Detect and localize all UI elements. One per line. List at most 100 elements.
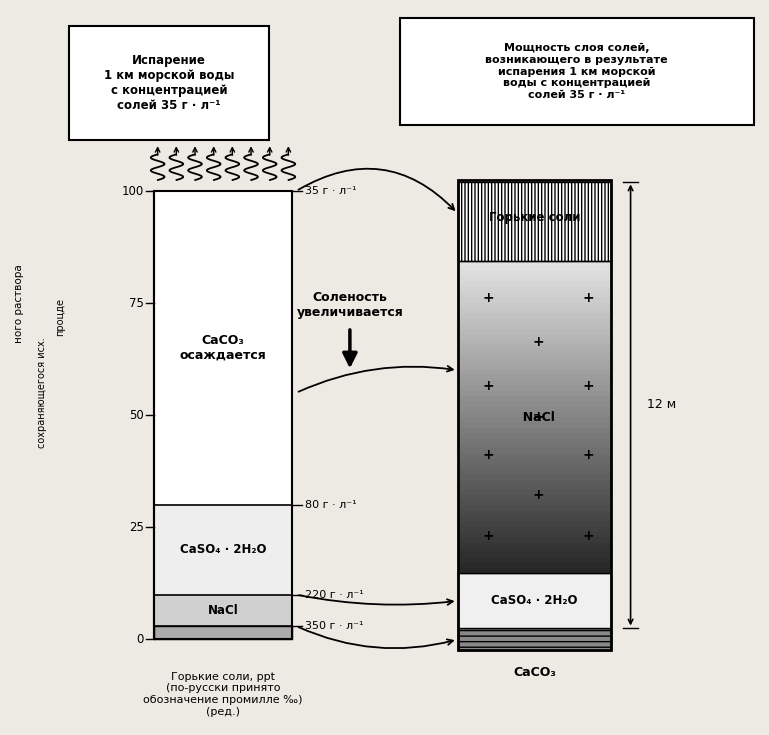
Text: 50: 50 <box>129 409 144 422</box>
Text: CaCO₃
осаждается: CaCO₃ осаждается <box>180 334 266 362</box>
Bar <box>458 552 611 558</box>
Text: +: + <box>582 291 594 306</box>
Text: сохраняющегося исх.: сохраняющегося исх. <box>37 337 48 448</box>
Bar <box>458 180 611 650</box>
Bar <box>458 458 611 464</box>
Bar <box>458 541 611 548</box>
Bar <box>458 468 611 474</box>
Bar <box>458 281 611 287</box>
Bar <box>458 359 611 365</box>
Bar <box>154 191 292 639</box>
Bar <box>154 626 292 639</box>
Bar <box>458 338 611 344</box>
Text: CaSO₄ · 2H₂O: CaSO₄ · 2H₂O <box>180 543 266 556</box>
Text: +: + <box>482 379 494 393</box>
Bar <box>154 595 292 626</box>
Bar <box>458 463 611 469</box>
Text: +: + <box>532 335 544 349</box>
Text: процде: процде <box>55 298 65 336</box>
Text: +: + <box>482 291 494 306</box>
Bar <box>458 348 611 354</box>
Bar <box>458 318 611 323</box>
Bar <box>458 422 611 428</box>
Bar <box>458 520 611 526</box>
Bar <box>458 265 611 271</box>
Bar <box>458 495 611 501</box>
Text: +: + <box>532 488 544 502</box>
Bar <box>458 297 611 303</box>
Bar <box>458 307 611 313</box>
Bar <box>458 312 611 318</box>
Bar <box>458 343 611 349</box>
Bar <box>458 411 611 417</box>
Bar <box>458 531 611 537</box>
Text: NaCl: NaCl <box>208 604 238 617</box>
Text: Соленость
увеличивается: Соленость увеличивается <box>297 291 403 319</box>
Bar <box>458 562 611 568</box>
Bar <box>400 18 754 125</box>
Bar <box>458 479 611 485</box>
Bar <box>458 380 611 386</box>
Bar <box>458 442 611 448</box>
Bar <box>458 182 611 261</box>
Bar <box>458 333 611 339</box>
Bar <box>458 515 611 521</box>
Bar <box>458 302 611 308</box>
Text: +: + <box>582 528 594 543</box>
Text: NaCl: NaCl <box>514 411 555 423</box>
Text: 35 г · л⁻¹: 35 г · л⁻¹ <box>305 186 356 196</box>
Bar <box>69 26 269 140</box>
Bar <box>458 276 611 282</box>
Bar <box>458 291 611 298</box>
Text: 0: 0 <box>136 633 144 646</box>
Bar <box>458 526 611 531</box>
Bar <box>458 505 611 511</box>
Text: 80 г · л⁻¹: 80 г · л⁻¹ <box>305 500 356 510</box>
Bar <box>458 286 611 292</box>
Bar <box>458 437 611 443</box>
Bar <box>458 473 611 479</box>
Bar <box>458 260 611 266</box>
Bar <box>458 365 611 370</box>
Text: Испарение
1 км морской воды
с концентрацией
солей 35 г · л⁻¹: Испарение 1 км морской воды с концентрац… <box>104 54 235 112</box>
Bar <box>458 567 611 573</box>
Bar <box>458 385 611 391</box>
Text: Горькие соли, ppt
(по-русски принято
обозначение промилле ‰)
(ред.): Горькие соли, ppt (по-русски принято обо… <box>143 672 303 717</box>
Bar <box>458 406 611 412</box>
Bar <box>458 547 611 553</box>
Text: +: + <box>582 448 594 462</box>
Bar <box>154 191 292 505</box>
Bar <box>458 510 611 516</box>
Bar <box>458 354 611 360</box>
Bar <box>458 573 611 628</box>
Bar <box>458 390 611 396</box>
Bar <box>458 500 611 506</box>
Text: 25: 25 <box>129 521 144 534</box>
Text: +: + <box>532 410 544 424</box>
Text: +: + <box>582 379 594 393</box>
Bar <box>458 453 611 459</box>
Text: CaSO₄ · 2H₂O: CaSO₄ · 2H₂O <box>491 595 578 607</box>
Text: 100: 100 <box>122 184 144 198</box>
Bar <box>458 395 611 401</box>
Bar <box>154 505 292 595</box>
Text: +: + <box>482 528 494 543</box>
Bar <box>458 536 611 542</box>
Bar <box>458 328 611 334</box>
Bar <box>458 401 611 406</box>
Text: Горькие соли: Горькие соли <box>489 211 580 223</box>
Bar <box>458 375 611 381</box>
Bar <box>458 370 611 376</box>
Bar <box>458 416 611 423</box>
Text: 12 м: 12 м <box>647 398 677 412</box>
Text: 75: 75 <box>129 297 144 309</box>
Bar <box>458 448 611 453</box>
Text: CaCO₃: CaCO₃ <box>513 666 556 679</box>
Text: ного раствора: ного раствора <box>14 264 25 343</box>
Text: 350 г · л⁻¹: 350 г · л⁻¹ <box>305 621 363 631</box>
Bar <box>458 484 611 490</box>
Bar <box>458 557 611 563</box>
Text: Мощность слоя солей,
возникающего в результате
испарения 1 км морской
воды с кон: Мощность слоя солей, возникающего в резу… <box>485 43 668 100</box>
Bar <box>458 270 611 276</box>
Text: 220 г · л⁻¹: 220 г · л⁻¹ <box>305 589 363 600</box>
